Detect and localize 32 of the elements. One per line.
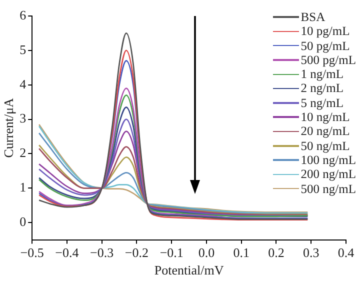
y-tick-label: 0 [20, 214, 26, 230]
y-axis-title: Current/μA [1, 97, 16, 158]
legend-label: 500 pg/mL [300, 52, 356, 68]
x-tick-label: −0.4 [55, 245, 80, 260]
y-tick-label: 1 [20, 180, 26, 195]
legend-label: 200 ng/mL [300, 167, 356, 182]
x-tick-label: −0.5 [20, 245, 44, 260]
y-tick-label: 3 [20, 110, 26, 126]
y-tick-label: 2 [20, 145, 26, 160]
legend-label: 5 ng/mL [300, 96, 344, 110]
legend-label: 50 ng/mL [300, 138, 350, 153]
x-tick-label: −0.3 [90, 245, 114, 260]
x-tick-label: 0.0 [198, 245, 215, 260]
y-tick-label: 6 [20, 7, 27, 22]
x-tick-label: 0.4 [338, 245, 355, 260]
legend-label: 20 ng/mL [300, 124, 350, 139]
y-tick-label: 5 [20, 42, 26, 57]
x-tick-label: 0.2 [268, 245, 284, 260]
x-tick-label: 0.1 [233, 245, 250, 260]
y-tick-label: 4 [20, 76, 27, 92]
x-tick-label: −0.1 [160, 245, 184, 260]
legend-label: 10 ng/mL [300, 110, 350, 124]
x-tick-label: −0.2 [124, 245, 149, 260]
legend-label: 1 ng/mL [300, 67, 344, 82]
legend-label: 50 pg/mL [300, 38, 350, 53]
legend-label: 10 pg/mL [300, 24, 350, 39]
legend-label: 500 ng/mL [300, 182, 356, 196]
x-tick-label: 0.3 [302, 245, 320, 260]
x-axis-title: Potential/mV [154, 262, 224, 278]
legend-label: 100 ng/mL [300, 152, 356, 168]
legend-label: BSA [300, 10, 326, 24]
legend-label: 2 ng/mL [300, 81, 344, 96]
